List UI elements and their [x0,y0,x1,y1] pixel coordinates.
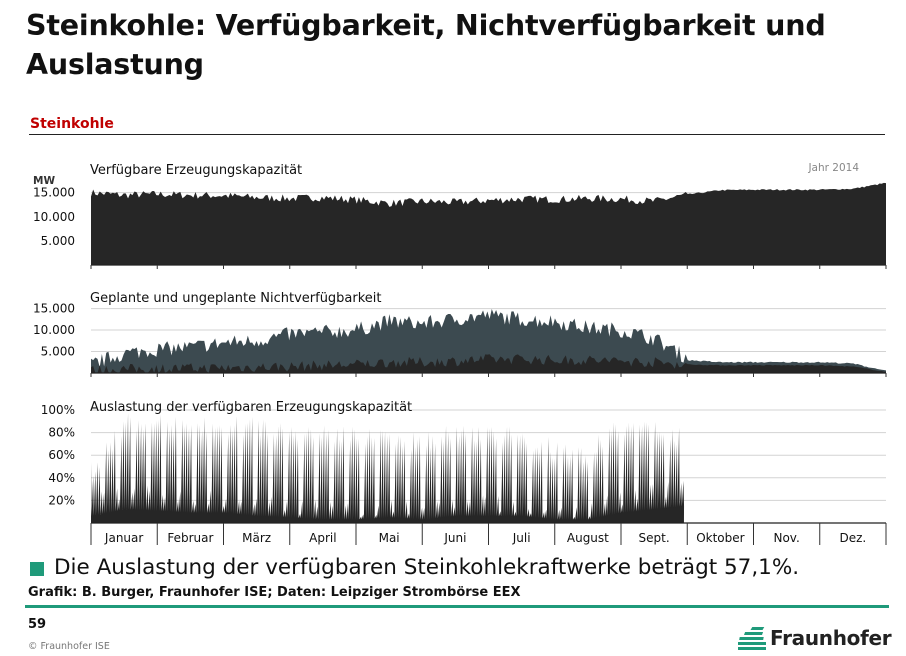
y-tick-label: 100% [41,403,75,417]
slide-title: Steinkohle: Verfügbarkeit, Nichtverfügba… [26,9,826,81]
source-credit: Grafik: B. Burger, Fraunhofer ISE; Daten… [28,585,521,600]
month-label: März [242,531,271,545]
month-label: Sept. [639,531,670,545]
month-label: Oktober [696,531,744,545]
panel-title: Geplante und ungeplante Nichtverfügbarke… [90,291,382,306]
month-label: Nov. [773,531,799,545]
y-tick-label: 20% [48,493,75,507]
month-label: April [309,531,336,545]
y-tick-label: 5.000 [41,234,75,248]
panel-title: Verfügbare Erzeugungskapazität [90,163,302,178]
chart-panel-2: 5.000 10.000 15.000 Geplante und ungeplante… [33,291,887,377]
y-tick-label: 60% [48,448,75,462]
section-divider [29,134,885,135]
y-tick-label: 40% [48,471,75,485]
logo-text: Fraunhofer [770,626,892,650]
month-label: Februar [167,531,213,545]
page-number: 59 [28,617,47,632]
y-tick-label: 5.000 [41,345,75,359]
month-label: Juli [512,531,531,545]
series-planned-unavailability [91,308,886,373]
footer-divider [25,605,889,608]
year-label: Jahr 2014 [807,162,859,174]
y-tick-label: 80% [48,426,75,440]
series-utilization [91,413,685,523]
month-label: Januar [104,531,143,545]
summary-bullet: Die Auslastung der verfügbaren Steinkohl… [54,555,800,580]
series-unplanned-unavailability [91,354,886,373]
y-tick-label: 10.000 [33,323,75,337]
month-label: August [567,531,609,545]
chart-panel-3: 20% 40% 60% 80% 100% Auslastung der verfügbar… [41,400,887,545]
month-label: Mai [379,531,400,545]
y-tick-label: 15.000 [33,302,75,316]
chart-panel-1: 5.000 10.000 15.000 Verfügbare Erzeugungska… [33,162,887,269]
month-label: Dez. [840,531,867,545]
series-available-capacity [91,182,886,265]
panel-title: Auslastung der verfügbaren Erzeugungskap… [90,400,412,415]
bullet-marker [30,562,44,576]
y-tick-label: 15.000 [33,186,75,200]
fraunhofer-logo-icon [738,627,766,650]
y-tick-label: 10.000 [33,210,75,224]
copyright-notice: © Fraunhofer ISE [28,641,110,652]
section-label: Steinkohle [30,116,114,132]
chart-area: 5.000 10.000 15.000 Verfügbare Erzeugungska… [33,162,887,545]
fraunhofer-logo: Fraunhofer [738,624,892,654]
y-axis-unit-label: MW [33,175,55,187]
month-label: Juni [443,531,466,545]
